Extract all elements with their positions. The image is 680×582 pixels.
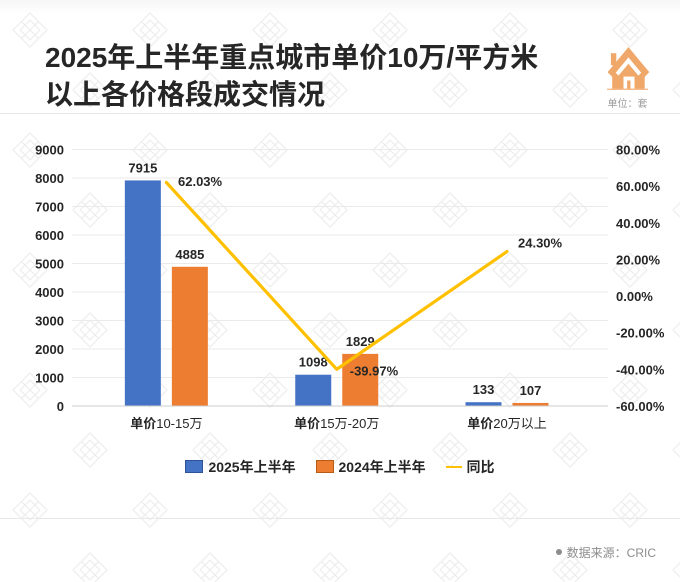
svg-text:-40.00%: -40.00% xyxy=(616,362,665,377)
svg-text:4885: 4885 xyxy=(175,247,204,262)
svg-text:-60.00%: -60.00% xyxy=(616,399,665,414)
svg-text:0: 0 xyxy=(57,399,64,414)
svg-text:5000: 5000 xyxy=(35,257,64,272)
svg-text:8000: 8000 xyxy=(35,171,64,186)
svg-text:0.00%: 0.00% xyxy=(616,289,653,304)
svg-text:4000: 4000 xyxy=(35,285,64,300)
svg-text:60.00%: 60.00% xyxy=(616,179,661,194)
svg-text:2000: 2000 xyxy=(35,342,64,357)
svg-text:40.00%: 40.00% xyxy=(616,216,661,231)
svg-text:24.30%: 24.30% xyxy=(518,236,563,251)
svg-text:1000: 1000 xyxy=(35,371,64,386)
svg-text:80.00%: 80.00% xyxy=(616,143,661,158)
svg-text:-20.00%: -20.00% xyxy=(616,326,665,341)
svg-text:9000: 9000 xyxy=(35,143,64,158)
svg-text:3000: 3000 xyxy=(35,314,64,329)
svg-text:-39.97%: -39.97% xyxy=(350,363,399,378)
svg-text:6000: 6000 xyxy=(35,228,64,243)
svg-text:7915: 7915 xyxy=(128,160,157,175)
svg-text:133: 133 xyxy=(473,382,495,397)
svg-text:单价10-15万: 单价10-15万 xyxy=(130,416,202,431)
svg-text:62.03%: 62.03% xyxy=(178,174,223,189)
svg-text:20.00%: 20.00% xyxy=(616,252,661,267)
svg-text:107: 107 xyxy=(520,383,542,398)
svg-text:7000: 7000 xyxy=(35,200,64,215)
svg-text:单价20万以上: 单价20万以上 xyxy=(467,416,546,431)
svg-text:单价15万-20万: 单价15万-20万 xyxy=(294,416,379,431)
